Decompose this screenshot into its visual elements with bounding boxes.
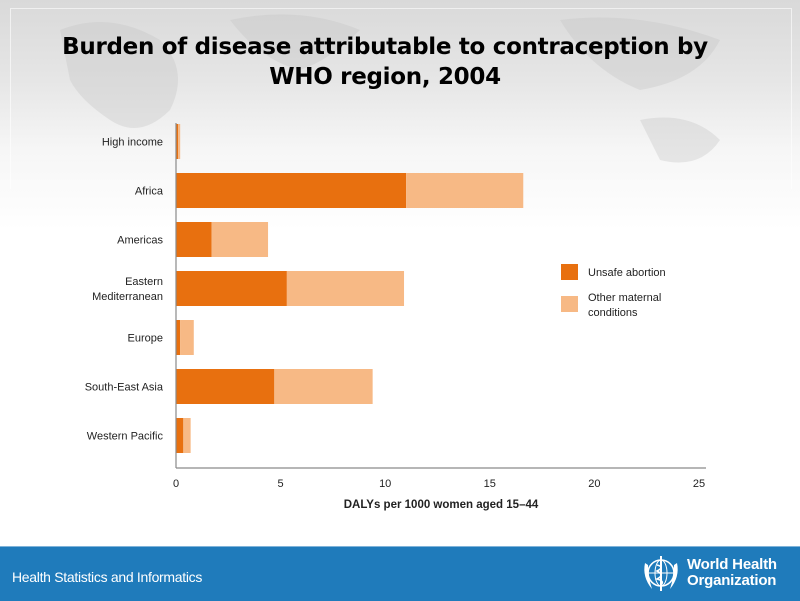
legend-label: Other maternal [588,292,661,304]
title-line-1: Burden of disease attributable to contra… [62,34,708,60]
category-label: Western Pacific [87,431,164,443]
bar-unsafe-abortion-6 [176,418,184,453]
bar-unsafe-abortion-3 [176,271,287,306]
title-line-2: WHO region, 2004 [269,64,501,90]
bar-other-maternal-5 [274,369,373,404]
stacked-bar-chart: High income Africa Americas Eastern Mediterr… [85,123,706,511]
footer-department-label: Health Statistics and Informatics [12,569,203,585]
category-label: High income [102,137,163,149]
footer-bar: Health Statistics and Informatics World … [0,546,800,601]
world-map-watermark [60,14,720,163]
bar-other-maternal-2 [211,222,269,257]
category-label: South-East Asia [85,382,164,394]
x-tick-label: 5 [278,478,284,490]
category-labels: High income Africa Americas Eastern Mediterr… [85,137,164,443]
category-label: Americas [117,235,163,247]
category-label: Mediterranean [92,291,163,303]
slide-frame [10,8,792,189]
category-label: Eastern [125,276,163,288]
bar-other-maternal-1 [406,173,524,208]
x-tick-label: 15 [484,478,496,490]
bar-unsafe-abortion-4 [176,320,181,355]
category-label: Europe [128,333,163,345]
org-name-line-2: Organization [687,572,777,589]
bar-other-maternal-6 [183,418,191,453]
x-tick-labels: 0 5 10 15 20 25 [173,478,705,490]
who-emblem-icon [644,556,678,591]
who-organization-name: World Health Organization [687,557,777,589]
bar-other-maternal-0 [178,124,181,159]
bar-unsafe-abortion-2 [176,222,212,257]
slide-title: Burden of disease attributable to contra… [0,32,770,92]
x-tick-label: 0 [173,478,179,490]
x-tick-label: 25 [693,478,705,490]
x-tick-label: 10 [379,478,391,490]
bar-unsafe-abortion-1 [176,173,407,208]
x-axis-label: DALYs per 1000 women aged 15–44 [344,499,539,511]
legend-label: conditions [588,307,638,319]
x-tick-label: 20 [588,478,600,490]
category-label: Africa [135,186,164,198]
legend-swatch [561,296,578,312]
bar-unsafe-abortion-5 [176,369,275,404]
bar-other-maternal-4 [180,320,194,355]
org-name-line-1: World Health [687,556,777,573]
legend-label: Unsafe abortion [588,267,666,279]
bar-other-maternal-3 [286,271,405,306]
legend-swatch [561,264,578,280]
legend: Unsafe abortion Other maternal conditions [561,264,666,319]
bars-group [176,124,524,453]
bar-unsafe-abortion-0 [176,124,179,159]
